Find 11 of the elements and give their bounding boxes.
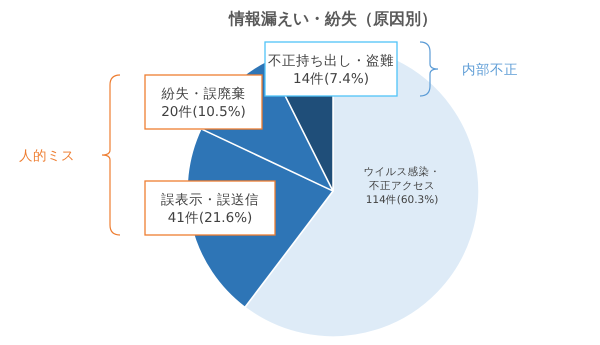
slice-label: 紛失・誤廃棄 — [160, 86, 246, 102]
text: 内部不正 — [462, 62, 518, 78]
slice-label: 誤表示・誤送信 — [161, 192, 259, 208]
slice-label: 不正持ち出し・盗難 — [268, 53, 394, 69]
data-label: 41件(21.6%) — [168, 210, 252, 226]
text: 人的ミス — [19, 148, 75, 164]
data-label: 14件(7.4%) — [292, 71, 370, 87]
data-label: 114件(60.3%) — [366, 194, 438, 206]
slice-label: ウイルス感染・不正アクセス — [364, 165, 440, 192]
chart-title: 情報漏えい・紛失（原因別） — [228, 9, 437, 28]
data-label: 20件(10.5%) — [161, 104, 246, 120]
